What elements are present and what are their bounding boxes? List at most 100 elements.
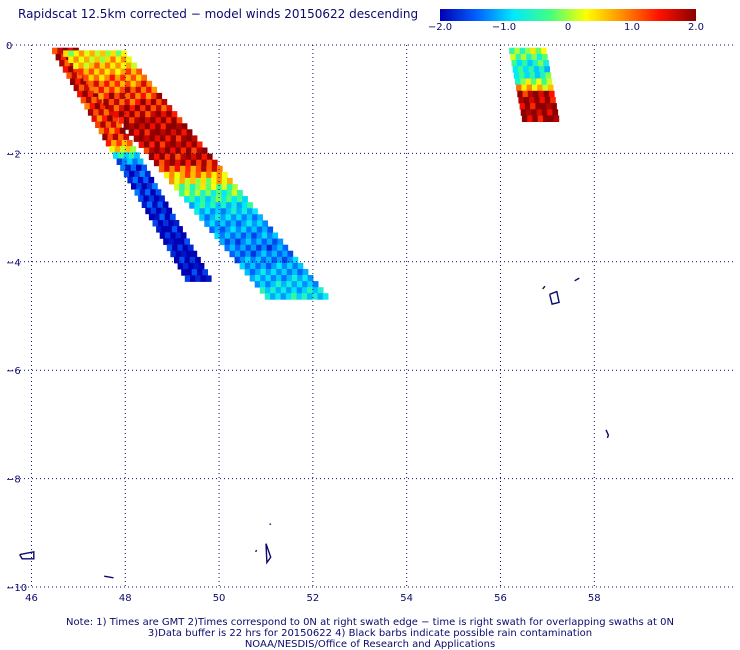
heatmap-cell	[275, 293, 281, 300]
heatmap-cell	[296, 293, 303, 300]
heatmap-cell	[95, 121, 101, 128]
heatmap-cell	[124, 99, 131, 106]
heatmap-cell	[251, 238, 257, 246]
heatmap-cell	[104, 74, 111, 82]
heatmap-cell	[547, 84, 554, 92]
heatmap-cell	[73, 62, 79, 70]
heatmap-cell	[195, 256, 201, 264]
heatmap-cell	[130, 92, 136, 100]
heatmap-cell	[517, 66, 524, 73]
heatmap-cell	[547, 109, 553, 116]
heatmap-cell	[229, 244, 236, 252]
heatmap-cell	[281, 275, 287, 282]
heatmap-cell	[312, 287, 319, 294]
heatmap-cell	[173, 220, 180, 227]
heatmap-cell	[525, 47, 531, 55]
heatmap-cell	[260, 256, 267, 264]
heatmap-cell	[527, 60, 534, 67]
heatmap-cell	[114, 86, 121, 94]
heatmap-cell	[145, 117, 151, 124]
heatmap-cell	[224, 232, 231, 239]
heatmap-cell	[210, 196, 217, 203]
heatmap-cell	[134, 189, 141, 196]
heatmap-cell	[182, 263, 189, 270]
x-tick-label: 48	[119, 593, 132, 604]
heatmap-cell	[69, 60, 76, 67]
heatmap-cell	[164, 171, 170, 179]
heatmap-cell	[231, 208, 237, 215]
heatmap-cell	[255, 262, 262, 270]
heatmap-cell	[259, 287, 266, 294]
heatmap-cell	[78, 68, 84, 76]
colorbar-tick-label: −2.0	[427, 22, 453, 33]
heatmap-cell	[220, 202, 227, 209]
heatmap-cell	[93, 74, 100, 82]
heatmap-cell	[266, 250, 273, 258]
heatmap-cell	[114, 92, 120, 100]
heatmap-cell	[302, 269, 309, 276]
heatmap-cell	[230, 214, 237, 221]
heatmap-cell	[66, 72, 73, 79]
heatmap-cell	[158, 165, 165, 173]
heatmap-cell	[236, 196, 243, 203]
heatmap-cell	[515, 78, 521, 85]
heatmap-cell	[159, 213, 166, 221]
heatmap-cell	[231, 196, 238, 203]
heatmap-cell	[94, 68, 100, 76]
colorbar	[440, 9, 696, 21]
heatmap-cell	[144, 141, 150, 148]
heatmap-cell	[76, 72, 83, 79]
heatmap-cell	[297, 269, 304, 276]
heatmap-cell	[276, 256, 283, 264]
heatmap-cell	[165, 129, 172, 136]
heatmap-cell	[148, 195, 155, 202]
heatmap-cell	[520, 109, 527, 116]
heatmap-cell	[546, 78, 553, 85]
heatmap-cell	[59, 60, 65, 67]
heatmap-cell	[83, 68, 90, 76]
heatmap-cell	[159, 232, 166, 239]
heatmap-cell	[128, 129, 135, 136]
heatmap-cell	[215, 214, 221, 221]
heatmap-cell	[217, 165, 223, 173]
heatmap-cell	[216, 184, 222, 191]
heatmap-cell	[135, 99, 141, 106]
heatmap-cell	[181, 250, 187, 258]
heatmap-cell	[538, 90, 545, 98]
heatmap-cell	[124, 111, 130, 118]
heatmap-cell	[148, 213, 155, 221]
heatmap-cell	[162, 201, 169, 208]
heatmap-cell	[537, 84, 543, 92]
heatmap-cell	[205, 275, 212, 282]
heatmap-cell	[164, 159, 171, 167]
heatmap-cell	[260, 262, 267, 270]
heatmap-cell	[225, 220, 232, 227]
heatmap-cell	[516, 60, 523, 67]
heatmap-cell	[312, 281, 319, 288]
heatmap-cell	[118, 133, 124, 141]
heatmap-cell	[135, 86, 142, 94]
heatmap-cell	[231, 202, 238, 209]
heatmap-cell	[114, 74, 121, 82]
heatmap-cell	[150, 189, 157, 196]
heatmap-cell	[116, 158, 123, 165]
heatmap-cell	[226, 196, 232, 203]
heatmap-cell	[526, 53, 532, 61]
heatmap-cell	[100, 121, 107, 128]
heatmap-cell	[126, 140, 133, 147]
heatmap-cell	[116, 121, 122, 128]
heatmap-cell	[115, 50, 122, 57]
heatmap-cell	[252, 214, 258, 221]
heatmap-cell	[154, 135, 161, 142]
heatmap-cell	[286, 287, 292, 294]
heatmap-cell	[126, 56, 132, 63]
heatmap-cell	[266, 262, 272, 270]
heatmap-cell	[170, 147, 176, 154]
heatmap-cell	[126, 62, 132, 70]
heatmap-cell	[89, 56, 95, 63]
heatmap-cell	[96, 115, 103, 122]
heatmap-cell	[271, 269, 277, 276]
heatmap-cell	[110, 62, 116, 70]
heatmap-cell	[98, 86, 105, 94]
heatmap-cell	[514, 47, 521, 55]
